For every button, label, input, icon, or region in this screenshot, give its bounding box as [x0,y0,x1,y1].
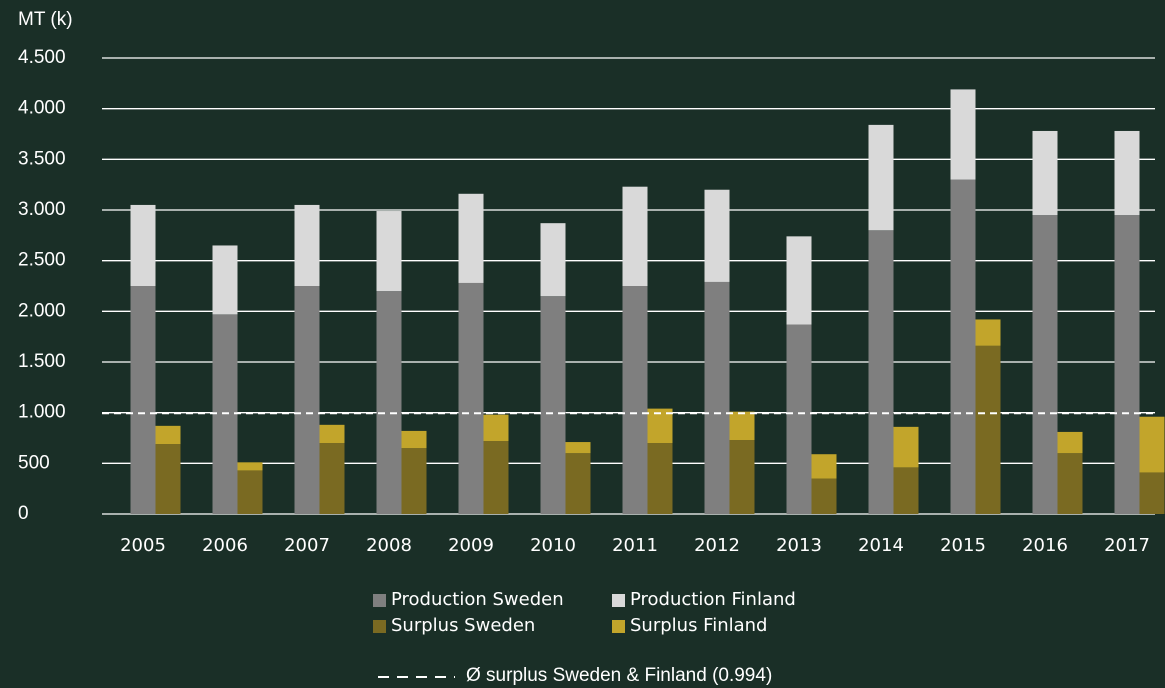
y-tick-label: 4.500 [18,47,66,68]
legend-label: Production Sweden [391,589,564,610]
bar [950,89,976,180]
bar [376,291,402,514]
bar [565,453,591,514]
bar [868,230,894,514]
bar [647,408,673,444]
bar [237,470,263,514]
bar [294,204,320,286]
bar [155,444,181,514]
bar [1032,215,1058,515]
bar [786,324,812,514]
bar [458,282,484,514]
x-tick-label: 2017 [1104,535,1150,556]
y-tick-label: 3.500 [18,148,66,169]
y-tick-label: 3.000 [18,199,66,220]
x-tick-label: 2011 [612,535,658,556]
bar [811,454,837,479]
bar [212,245,238,315]
bar [950,179,976,514]
bar [786,236,812,325]
y-tick-label: 1.000 [18,402,66,423]
bar [155,425,181,445]
x-tick-label: 2014 [858,535,904,556]
bar [893,426,919,468]
bar [458,193,484,283]
y-tick-label: 1.500 [18,351,66,372]
bar [540,296,566,514]
bar [294,286,320,514]
x-tick-label: 2009 [448,535,494,556]
bar [729,440,755,514]
bar [483,414,509,442]
y-tick-label: 0 [18,503,29,524]
legend-swatch [612,594,625,607]
y-axis-label: MT (k) [18,9,73,30]
y-tick-label: 2.000 [18,300,66,321]
bar [1114,215,1140,515]
legend-label: Surplus Finland [630,615,768,636]
bar [1057,453,1083,514]
x-tick-label: 2012 [694,535,740,556]
bar [622,186,648,286]
bar [237,462,263,471]
y-tick-label: 500 [18,452,50,473]
legend-swatch [612,620,625,633]
bar [1139,472,1165,514]
x-tick-label: 2008 [366,535,412,556]
x-tick-label: 2013 [776,535,822,556]
legend-label: Ø surplus Sweden & Finland (0.994) [466,665,772,686]
legend-swatch [373,594,386,607]
x-tick-label: 2015 [940,535,986,556]
bar [483,441,509,514]
bar [704,281,730,514]
legend-label: Surplus Sweden [391,615,535,636]
bar [729,411,755,441]
bar [622,286,648,514]
bar [893,467,919,514]
legend-label: Production Finland [630,589,796,610]
bar [319,443,345,514]
x-tick-label: 2016 [1022,535,1068,556]
x-tick-label: 2006 [202,535,248,556]
bar [319,424,345,444]
bar [401,448,427,514]
bar [130,204,156,286]
bar [647,443,673,514]
bar [1139,416,1165,473]
bar [565,442,591,454]
bar [704,189,730,282]
x-tick-label: 2010 [530,535,576,556]
x-tick-label: 2007 [284,535,330,556]
bar [1032,130,1058,216]
legend-swatch [373,620,386,633]
bar [811,478,837,514]
y-tick-label: 4.000 [18,98,66,119]
bar [540,223,566,297]
bar [376,211,402,292]
bar [868,124,894,231]
bar [975,319,1001,346]
bar [130,286,156,514]
bar [975,345,1001,514]
x-tick-label: 2005 [120,535,166,556]
bar [1114,130,1140,216]
bar [401,430,427,449]
bar [1057,431,1083,454]
y-tick-label: 2.500 [18,250,66,271]
